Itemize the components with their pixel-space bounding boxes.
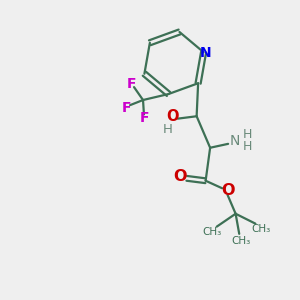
Text: CH₃: CH₃: [251, 224, 270, 234]
Text: F: F: [122, 100, 131, 115]
Text: F: F: [140, 111, 149, 125]
Text: H: H: [243, 128, 252, 141]
Text: O: O: [173, 169, 187, 184]
Text: N: N: [200, 46, 212, 60]
Text: N: N: [230, 134, 240, 148]
Text: O: O: [221, 183, 234, 198]
Text: O: O: [167, 109, 179, 124]
Text: F: F: [127, 76, 136, 91]
Text: CH₃: CH₃: [202, 227, 221, 237]
Text: CH₃: CH₃: [231, 236, 250, 246]
Text: H: H: [243, 140, 252, 153]
Text: H: H: [163, 123, 172, 136]
